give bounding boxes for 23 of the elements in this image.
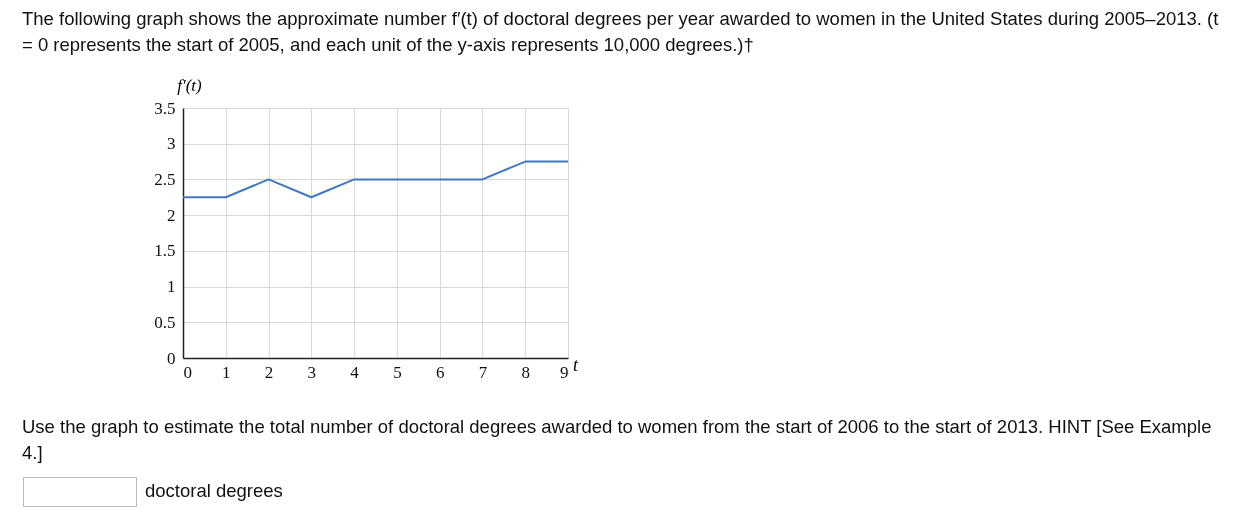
y-tick-label: 3: [167, 134, 176, 154]
text: doctoral degrees: [145, 480, 283, 502]
x-tick-label: 3: [307, 362, 317, 382]
x-tick-label: 1: [222, 362, 231, 382]
x-tick-label: 8: [521, 362, 530, 382]
y-tick-label: 0.5: [154, 312, 176, 332]
x-axis-title: t: [572, 354, 579, 375]
x-tick-label: 9: [560, 362, 569, 382]
x-tick-label: 6: [435, 362, 445, 382]
y-tick-label: 2.5: [154, 169, 176, 189]
x-tick-label: 7: [478, 362, 488, 382]
x-tick-label: 2: [264, 362, 274, 382]
text: Use the graph to estimate the total number of doctoral degrees awarded to women from the start of 2006 to the start of 2013. HINT [See Example 4.]: [22, 415, 1213, 465]
y-tick-label: 2: [167, 205, 176, 225]
y-tick-label: 1: [167, 277, 176, 297]
x-tick-label: 5: [393, 362, 402, 382]
x-tick-label: 0: [183, 362, 192, 382]
y-axis-title: f′(t): [177, 75, 203, 95]
y-tick-label: 1.5: [154, 241, 176, 261]
text: The following graph shows the approximate number f′(t) of doctoral degrees per year awarded to women in the United States during 2005–2013. (t = 0 represents the start of 2005, and each unit of the y-axis represents 10,000 degrees.)†: [22, 7, 1220, 57]
y-tick-label: 3.5: [154, 98, 176, 118]
y-tick-label: 0: [167, 348, 176, 368]
x-tick-label: 4: [350, 362, 360, 382]
